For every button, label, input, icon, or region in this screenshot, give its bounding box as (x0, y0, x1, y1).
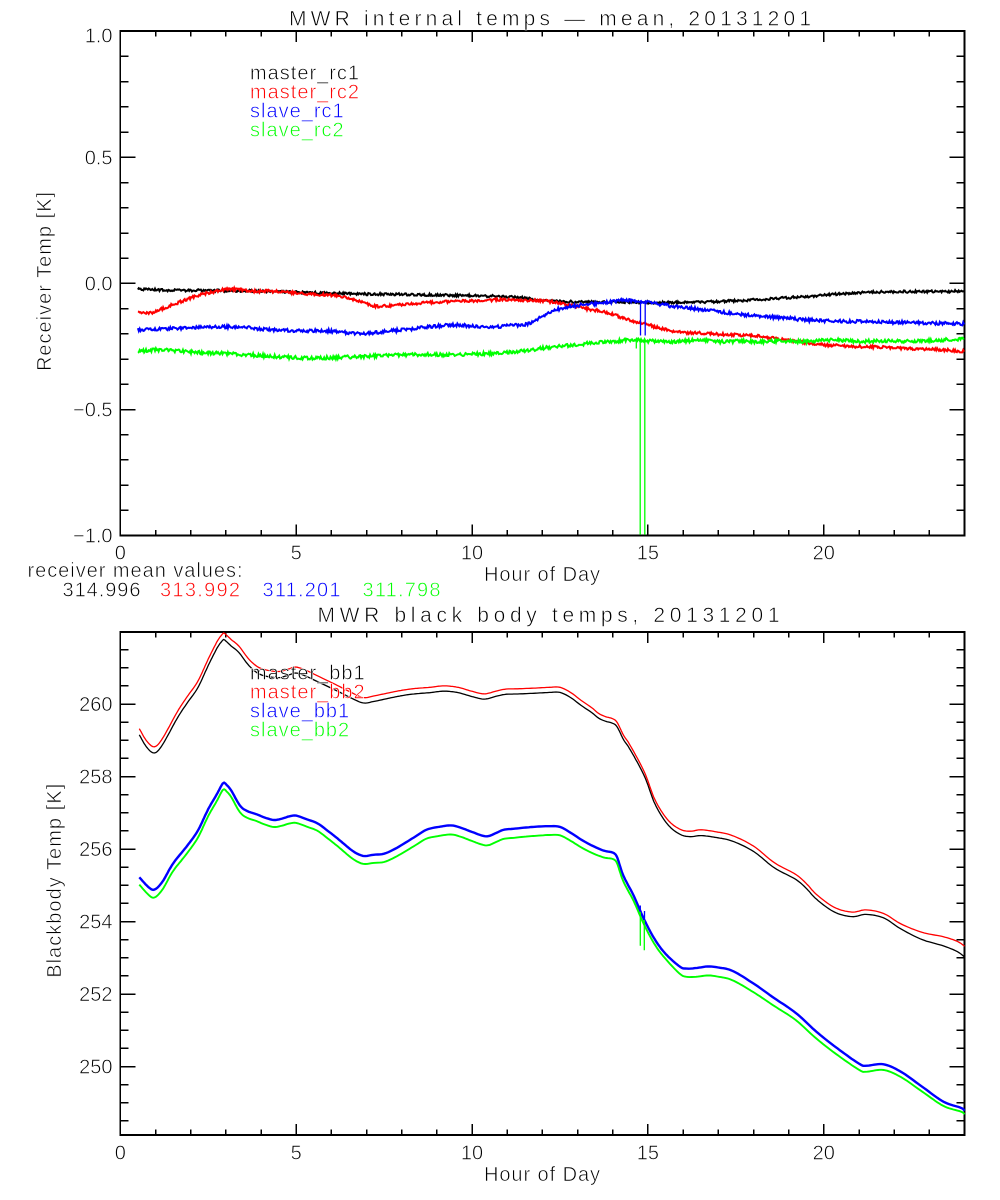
svg-text:20: 20 (813, 543, 835, 565)
svg-text:5: 5 (291, 543, 302, 565)
svg-text:260: 260 (79, 694, 112, 716)
svg-text:314.996: 314.996 (63, 580, 141, 602)
svg-text:1.0: 1.0 (85, 26, 113, 48)
svg-text:250: 250 (79, 1057, 112, 1079)
svg-text:254: 254 (79, 912, 112, 934)
svg-text:Blackbody Temp [K]: Blackbody Temp [K] (44, 784, 66, 978)
svg-text:15: 15 (637, 543, 659, 565)
svg-text:master_rc1: master_rc1 (250, 62, 360, 84)
svg-text:311.798: 311.798 (363, 580, 441, 602)
svg-text:258: 258 (79, 767, 112, 789)
svg-text:−0.5: −0.5 (73, 400, 112, 422)
svg-text:master_rc2: master_rc2 (250, 81, 360, 103)
svg-text:slave_bb2: slave_bb2 (250, 720, 350, 742)
svg-text:0: 0 (115, 543, 126, 565)
svg-text:master_bb1: master_bb1 (250, 663, 366, 685)
svg-text:20: 20 (813, 1143, 835, 1165)
svg-text:10: 10 (461, 543, 483, 565)
svg-text:slave_bb1: slave_bb1 (250, 701, 350, 723)
svg-text:master_bb2: master_bb2 (250, 682, 366, 704)
svg-text:slave_rc1: slave_rc1 (250, 100, 345, 122)
svg-text:0: 0 (115, 1143, 126, 1165)
svg-text:receiver mean values:: receiver mean values: (28, 560, 243, 582)
svg-text:slave_rc2: slave_rc2 (250, 119, 345, 141)
svg-text:311.201: 311.201 (263, 580, 341, 602)
svg-text:0.0: 0.0 (85, 273, 113, 295)
svg-text:Hour of Day: Hour of Day (484, 1164, 600, 1186)
svg-text:10: 10 (461, 1143, 483, 1165)
svg-text:−1.0: −1.0 (73, 526, 112, 548)
svg-text:15: 15 (637, 1143, 659, 1165)
svg-text:Hour of Day: Hour of Day (484, 564, 600, 586)
svg-text:0.5: 0.5 (85, 147, 113, 169)
svg-text:Receiver Temp [K]: Receiver Temp [K] (34, 192, 56, 371)
svg-text:5: 5 (291, 1143, 302, 1165)
svg-text:252: 252 (79, 984, 112, 1006)
svg-text:313.992: 313.992 (160, 580, 240, 602)
svg-text:256: 256 (79, 839, 112, 861)
